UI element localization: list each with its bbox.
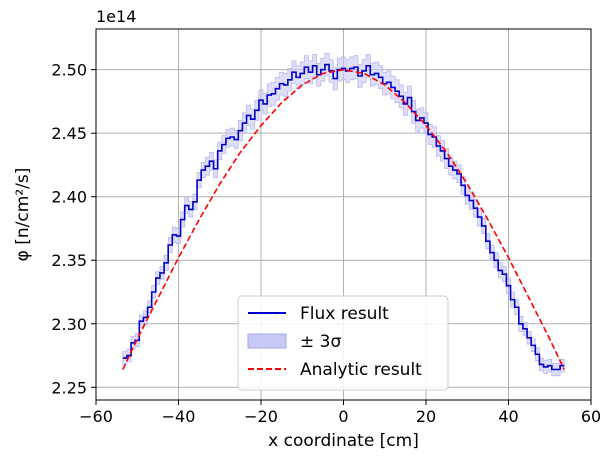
x-tick-label: 20 xyxy=(416,407,436,426)
legend-box xyxy=(237,295,449,391)
x-tick-label: −60 xyxy=(79,407,113,426)
sigma-band-area xyxy=(122,52,565,377)
sigma-band xyxy=(122,52,565,377)
y-tick-label: 2.25 xyxy=(51,378,87,397)
legend-analytic-label: Analytic result xyxy=(300,360,422,380)
y-tick-label: 2.45 xyxy=(51,124,87,143)
y-tick-label: 2.30 xyxy=(51,315,87,334)
x-tick-label: −40 xyxy=(162,407,196,426)
x-tick-label: 0 xyxy=(338,407,348,426)
x-axis-label: x coordinate [cm] xyxy=(268,431,419,451)
y-axis-label: φ [n/cm²/s] xyxy=(13,168,33,262)
legend-band-swatch xyxy=(247,333,287,349)
analytic-result-line xyxy=(122,68,565,370)
y-offset-text: 1e14 xyxy=(96,7,136,26)
x-tick-label: 40 xyxy=(498,407,518,426)
legend-band-label: ± 3σ xyxy=(300,332,341,352)
x-tick-label: −20 xyxy=(244,407,278,426)
y-ticks: 2.25 2.30 2.35 2.40 2.45 2.50 xyxy=(51,61,96,397)
y-tick-label: 2.40 xyxy=(51,188,87,207)
flux-result-line xyxy=(122,63,565,371)
legend: Flux result ± 3σ Analytic result xyxy=(237,295,449,391)
y-tick-label: 2.35 xyxy=(51,251,87,270)
legend-flux-label: Flux result xyxy=(300,304,389,324)
x-tick-label: 60 xyxy=(581,407,601,426)
y-tick-label: 2.50 xyxy=(51,61,87,80)
x-ticks: −60 −40 −20 0 20 40 60 xyxy=(79,400,601,426)
series xyxy=(122,63,565,371)
